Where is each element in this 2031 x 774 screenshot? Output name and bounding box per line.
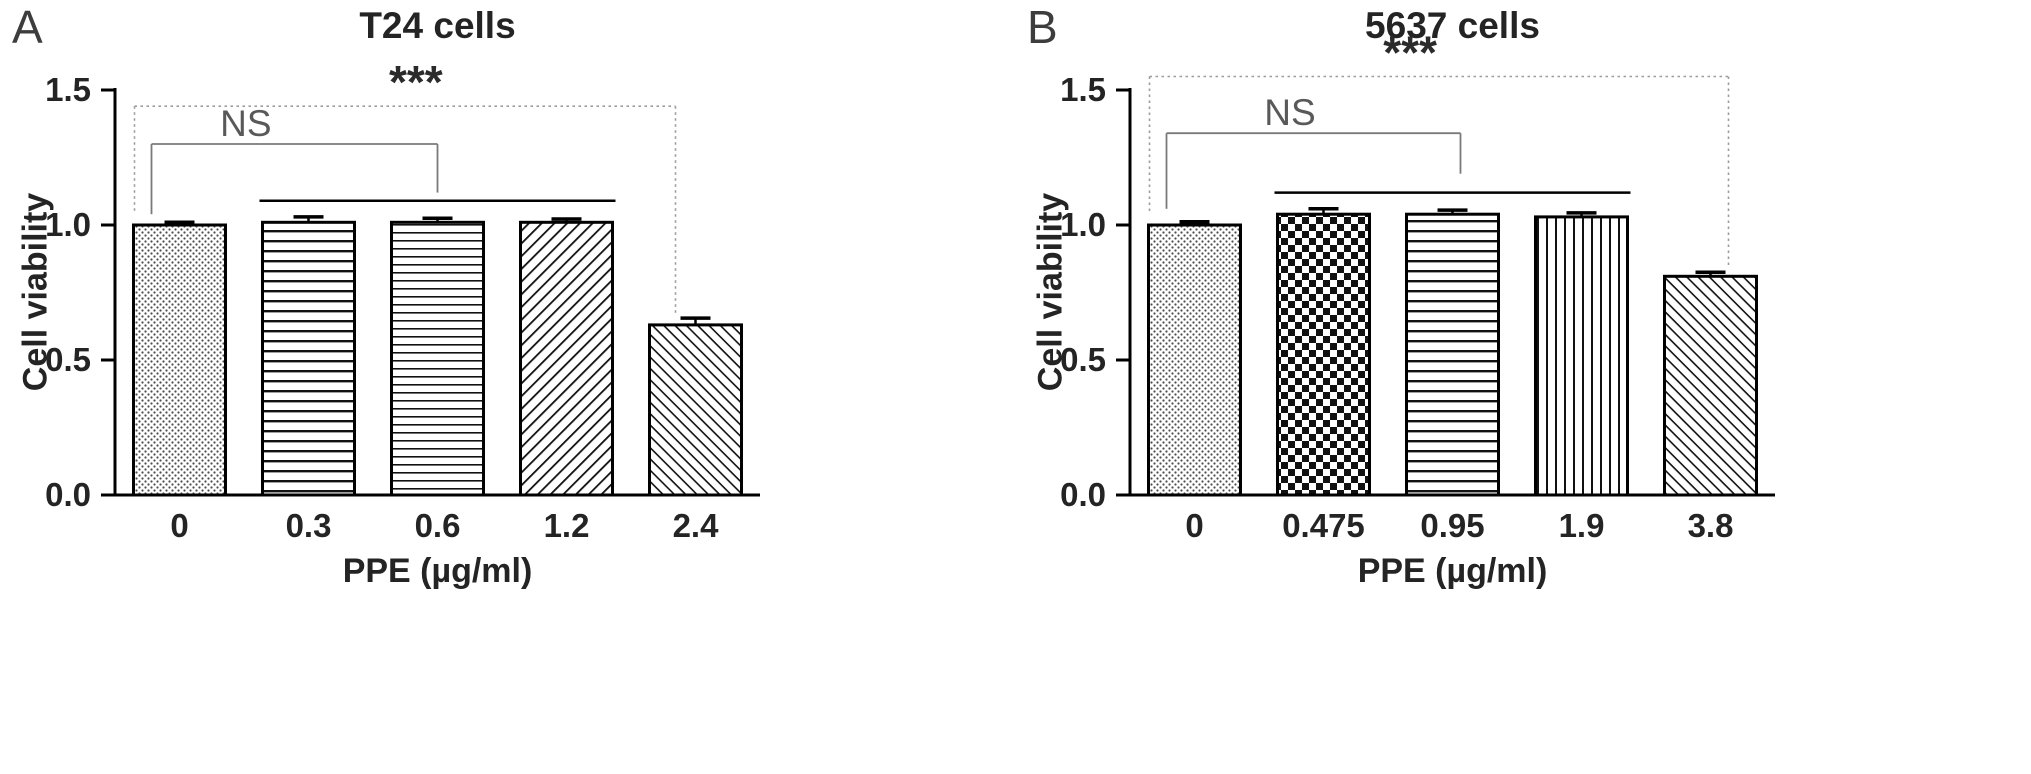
significance-label: *** xyxy=(1383,27,1437,79)
y-tick-label: 0.0 xyxy=(45,476,91,513)
panel-b: B 5637 cells Cell viability 0.0 0.5 1.0 1.5… xyxy=(1015,0,2030,774)
x-tick-label: 0.95 xyxy=(1420,507,1484,544)
bar xyxy=(1663,274,1758,497)
panel-a: A T24 cells Cell viability 0.0 0.5 1.0 1.5 0… xyxy=(0,0,1015,774)
bar xyxy=(1276,212,1371,497)
x-tick-label: 0.475 xyxy=(1282,507,1365,544)
bar xyxy=(390,220,485,497)
bar xyxy=(1147,223,1242,497)
x-axis-label-b: PPE (µg/ml) xyxy=(1357,552,1548,590)
bar-chart-b: 0.0 0.5 1.0 1.5 0 0.475 0.95 1.9 3.8 NS *** xyxy=(1060,27,1775,544)
x-tick-label: 1.9 xyxy=(1559,507,1605,544)
x-tick-label: 3.8 xyxy=(1688,507,1734,544)
bar xyxy=(1405,212,1500,497)
y-tick-label: 1.5 xyxy=(1060,71,1106,108)
x-tick-label: 0 xyxy=(1185,507,1203,544)
panel-letter-b: B xyxy=(1027,1,1058,53)
y-tick-label: 1.5 xyxy=(45,71,91,108)
x-tick-label: 0.3 xyxy=(286,507,332,544)
bar xyxy=(261,220,356,497)
bar xyxy=(132,223,227,497)
bar-chart-a: 0.0 0.5 1.0 1.5 0 0.3 0.6 1.2 2.4 NS *** xyxy=(45,56,760,544)
chart-title-a: T24 cells xyxy=(359,5,516,46)
x-axis-label-a: PPE (µg/ml) xyxy=(342,552,533,590)
panel-letter-a: A xyxy=(12,1,43,53)
significance-label: *** xyxy=(389,56,443,108)
significance-label: NS xyxy=(1264,92,1315,133)
y-tick-label: 0.5 xyxy=(45,341,91,378)
y-tick-label: 0.5 xyxy=(1060,341,1106,378)
bar xyxy=(1534,215,1629,497)
significance-label: NS xyxy=(220,103,271,144)
x-tick-label: 0.6 xyxy=(415,507,461,544)
x-tick-label: 1.2 xyxy=(544,507,590,544)
x-tick-label: 0 xyxy=(170,507,188,544)
y-tick-label: 1.0 xyxy=(45,206,91,243)
chart-title-b: 5637 cells xyxy=(1365,5,1540,46)
bar xyxy=(519,220,614,497)
y-tick-label: 0.0 xyxy=(1060,476,1106,513)
y-tick-label: 1.0 xyxy=(1060,206,1106,243)
bar xyxy=(648,323,743,497)
x-tick-label: 2.4 xyxy=(673,507,720,544)
